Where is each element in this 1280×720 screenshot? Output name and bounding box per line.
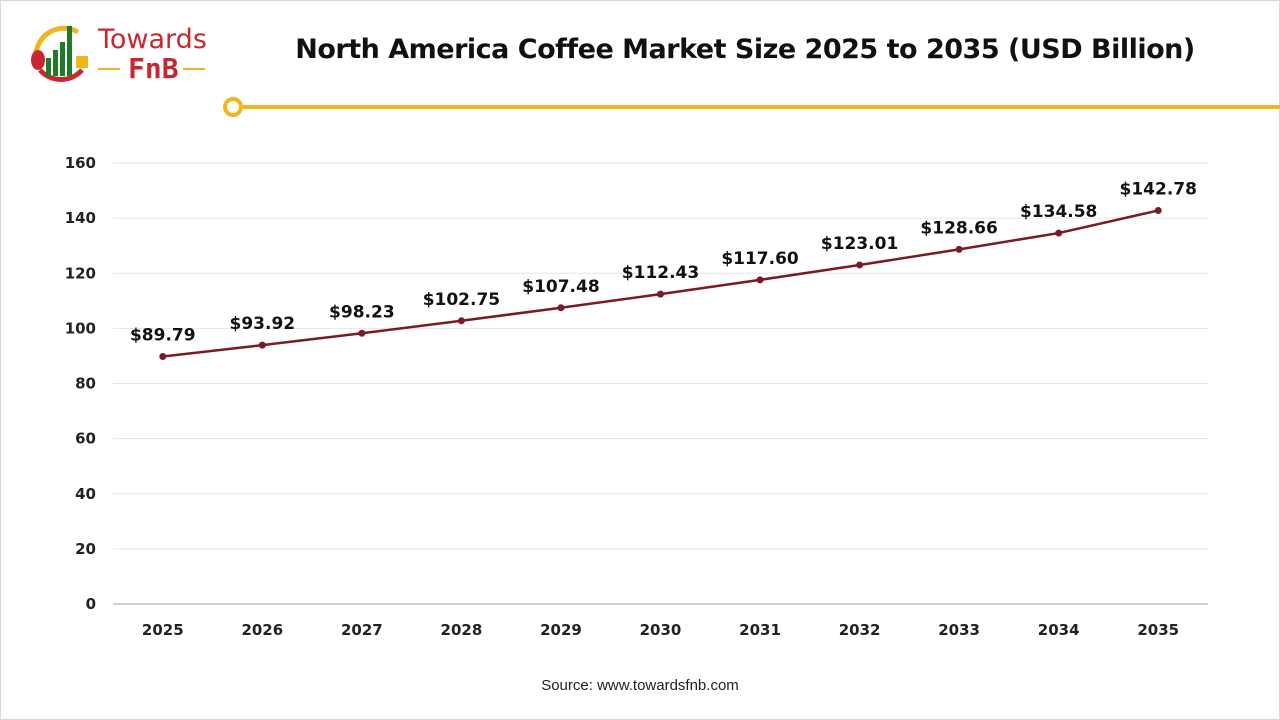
data-label: $142.78 — [1120, 179, 1197, 199]
x-tick-label: 2032 — [839, 621, 881, 639]
logo-text-towards: Towards — [98, 24, 207, 55]
data-point — [657, 290, 664, 298]
data-point — [457, 317, 465, 325]
data-point — [557, 304, 565, 312]
y-tick-label: 40 — [75, 485, 96, 503]
towards-fnb-logo: Towards FnB — [28, 20, 218, 90]
x-tick-label: 2034 — [1038, 621, 1080, 639]
y-tick-label: 60 — [75, 430, 96, 448]
x-tick-label: 2033 — [938, 621, 980, 639]
data-label: $112.43 — [622, 263, 699, 283]
y-tick-label: 80 — [75, 375, 96, 393]
x-tick-label: 2025 — [142, 621, 184, 639]
y-tick-label: 120 — [65, 264, 96, 282]
data-point — [258, 341, 266, 349]
y-tick-label: 160 — [65, 154, 96, 172]
data-label: $89.79 — [130, 326, 196, 346]
data-label: $98.23 — [329, 302, 395, 322]
data-point — [856, 261, 864, 269]
data-point — [358, 329, 366, 337]
title-underline — [223, 97, 1280, 117]
data-label: $107.48 — [522, 277, 599, 297]
y-tick-label: 20 — [75, 540, 96, 558]
data-point — [159, 353, 167, 361]
source-note: Source: www.towardsfnb.com — [541, 677, 739, 694]
series-line — [162, 209, 1159, 358]
x-tick-label: 2028 — [441, 621, 483, 639]
data-label: $123.01 — [821, 234, 898, 254]
logo-emblem-icon — [31, 25, 88, 82]
x-tick-label: 2027 — [341, 621, 383, 639]
data-label: $128.66 — [920, 218, 997, 238]
y-tick-label: 0 — [86, 595, 96, 613]
data-label: $102.75 — [423, 290, 500, 310]
data-label: $134.58 — [1020, 202, 1097, 222]
data-label: $117.60 — [721, 249, 799, 269]
data-point — [756, 276, 764, 284]
x-tick-label: 2031 — [739, 621, 781, 639]
logo-text-fnb: FnB — [128, 52, 179, 85]
data-point — [955, 245, 963, 253]
data-point — [1154, 206, 1162, 214]
y-tick-label: 140 — [65, 209, 96, 227]
x-tick-label: 2026 — [241, 621, 283, 639]
x-tick-label: 2035 — [1137, 621, 1179, 639]
data-point — [1055, 229, 1063, 237]
chart-title: North America Coffee Market Size 2025 to… — [295, 34, 1195, 65]
y-tick-label: 100 — [65, 319, 96, 337]
x-tick-label: 2029 — [540, 621, 582, 639]
x-tick-label: 2030 — [640, 621, 682, 639]
data-label: $93.92 — [230, 314, 296, 334]
